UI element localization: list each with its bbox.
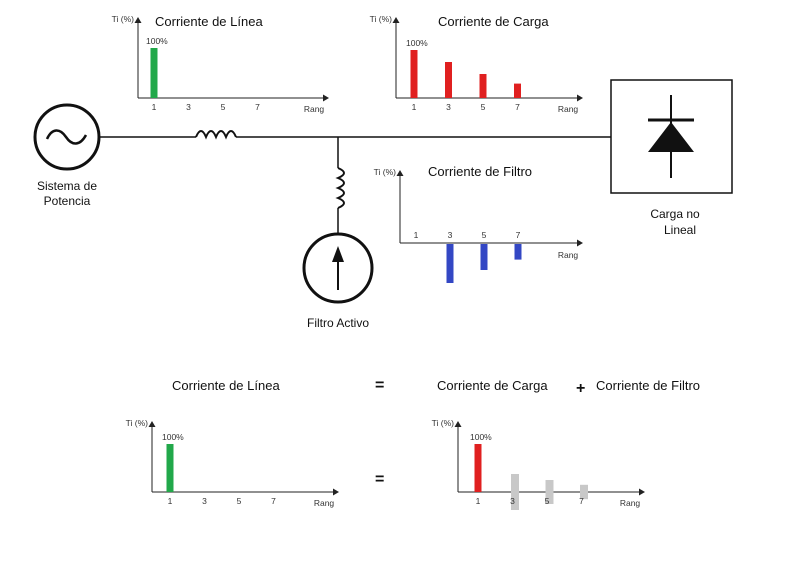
tick-label: 1 — [414, 230, 419, 240]
circuit: Sistema de Potencia Carga no Lineal Filt… — [33, 79, 733, 330]
bar-1 — [166, 444, 174, 492]
chart-2: Corriente de Carga Ti (%) Rang 1 3 5 7 100% — [370, 14, 583, 114]
x-axis-label: Rang — [620, 498, 641, 508]
equation-equals-lower: = — [375, 471, 384, 488]
tick-label: 3 — [446, 102, 451, 112]
equation-load: Corriente de Carga — [437, 378, 548, 393]
bar-1 — [150, 48, 158, 98]
overlay-bar — [580, 484, 588, 500]
chart-title: Corriente de Carga — [438, 14, 549, 29]
tick-label: 3 — [510, 496, 515, 506]
tick-label: 1 — [168, 496, 173, 506]
y-axis-label: Ti (%) — [432, 418, 455, 428]
tick-label: 3 — [186, 102, 191, 112]
chart-3: Corriente de Filtro Ti (%) Rang 1 3 5 7 — [374, 164, 583, 283]
x-axis-label: Rang — [558, 250, 579, 260]
top-value-label: 100% — [470, 432, 492, 442]
source-label-line1: Sistema de — [37, 179, 97, 193]
current-source-icon — [302, 232, 374, 304]
tick-label: 5 — [482, 230, 487, 240]
tick-label: 5 — [221, 102, 226, 112]
bar-5 — [480, 244, 488, 270]
tick-label: 7 — [579, 496, 584, 506]
tick-label: 3 — [202, 496, 207, 506]
overlay-bar — [511, 474, 519, 510]
tick-label: 5 — [545, 496, 550, 506]
bar-3 — [445, 62, 452, 98]
tick-label: 3 — [448, 230, 453, 240]
current-arrow-head-icon — [332, 246, 344, 262]
chart-1: Corriente de Línea Ti (%) Rang 1 3 5 7 100% — [112, 14, 329, 114]
tick-label: 1 — [476, 496, 481, 506]
nonlinear-load-box — [610, 79, 733, 194]
bar-7 — [514, 83, 521, 98]
chart-4: Ti (%) Rang 1 3 5 7 100% — [126, 418, 339, 508]
x-axis-label: Rang — [558, 104, 579, 114]
load-label-line2: Lineal — [664, 223, 696, 237]
tick-label: 7 — [271, 496, 276, 506]
bar-3 — [446, 244, 454, 283]
overlay-bar — [545, 480, 554, 504]
equation-plus: + — [576, 380, 585, 397]
tick-label: 7 — [516, 230, 521, 240]
y-axis-label: Ti (%) — [126, 418, 149, 428]
sine-wave-icon — [45, 129, 88, 145]
tick-label: 7 — [515, 102, 520, 112]
y-axis-label: Ti (%) — [112, 14, 135, 24]
bar-1 — [474, 444, 482, 492]
filter-inductor-icon — [335, 167, 345, 209]
top-value-label: 100% — [406, 38, 428, 48]
tick-label: 1 — [152, 102, 157, 112]
load-label-line1: Carga no — [650, 207, 700, 221]
bar-7 — [514, 244, 522, 260]
equation-filter: Corriente de Filtro — [596, 378, 700, 393]
tick-label: 5 — [481, 102, 486, 112]
diode-icon — [648, 122, 694, 152]
y-axis-label: Ti (%) — [374, 167, 397, 177]
chart-5: Ti (%) Rang 1 3 5 7 100% — [432, 418, 645, 510]
x-axis-label: Rang — [314, 498, 335, 508]
top-value-label: 100% — [162, 432, 184, 442]
chart-title: Corriente de Línea — [155, 14, 263, 29]
equation: Corriente de Línea = Corriente de Carga … — [172, 377, 700, 488]
tick-label: 7 — [255, 102, 260, 112]
filter-label: Filtro Activo — [307, 316, 369, 330]
y-axis-label: Ti (%) — [370, 14, 393, 24]
equation-left: Corriente de Línea — [172, 378, 280, 393]
source-label-line2: Potencia — [44, 194, 91, 208]
line-inductor-icon — [195, 130, 237, 140]
top-value-label: 100% — [146, 36, 168, 46]
tick-label: 1 — [412, 102, 417, 112]
bar-5 — [479, 74, 487, 98]
tick-label: 5 — [237, 496, 242, 506]
chart-title: Corriente de Filtro — [428, 164, 532, 179]
x-axis-label: Rang — [304, 104, 325, 114]
equation-equals: = — [375, 377, 384, 394]
bar-1 — [410, 50, 418, 98]
